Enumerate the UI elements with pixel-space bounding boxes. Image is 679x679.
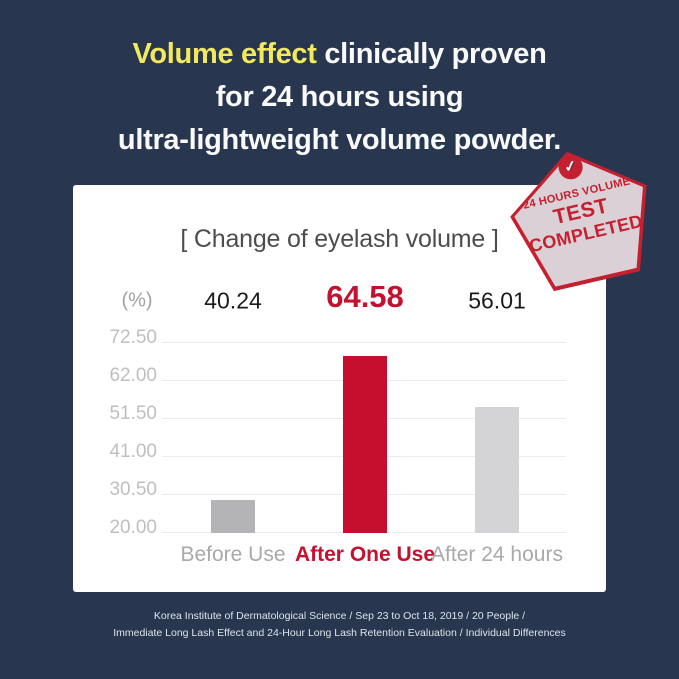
footer-disclaimer: Korea Institute of Dermatological Scienc… <box>0 608 679 642</box>
x-axis-label-before-use: Before Use <box>180 543 286 566</box>
chart-card: [ Change of eyelash volume ] (%) 72.50 62… <box>73 185 606 592</box>
bar-after-24-hours <box>475 407 519 533</box>
x-axis-label-after-24-hours: After 24 hours <box>431 543 563 566</box>
bar-after-one-use <box>343 356 387 533</box>
y-axis-unit-label: (%) <box>121 289 153 312</box>
headline-line-1: Volume effect clinically proven <box>0 33 679 76</box>
value-label-after-24-hours: 56.01 <box>468 287 526 314</box>
chart-title: [ Change of eyelash volume ] <box>180 225 499 253</box>
x-axis-label-after-one-use: After One Use <box>294 543 436 566</box>
headline-line-1-rest: clinically proven <box>316 38 547 70</box>
headline: Volume effect clinically proven for 24 h… <box>0 33 679 162</box>
y-axis-tick-label: 51.50 <box>109 403 157 424</box>
check-circle-icon: ✓ <box>556 152 586 182</box>
value-label-before-use: 40.24 <box>204 287 262 314</box>
y-axis-tick-label: 62.00 <box>109 365 157 386</box>
y-axis-tick-label: 30.50 <box>109 479 157 500</box>
bar-chart: 72.50 62.00 51.50 41.00 30.50 20.00 40.24 64.58… <box>73 185 606 592</box>
headline-highlight: Volume effect <box>132 38 317 70</box>
headline-line-2: for 24 hours using <box>215 81 464 113</box>
bar-before-use <box>211 500 255 533</box>
y-axis-tick-label: 41.00 <box>109 441 157 462</box>
value-label-after-one-use: 64.58 <box>326 279 404 314</box>
headline-line-3: ultra-lightweight volume powder. <box>117 124 562 156</box>
y-axis-tick-label: 20.00 <box>109 517 157 538</box>
gridline <box>162 342 566 343</box>
footer-line-2: Immediate Long Lash Effect and 24-Hour L… <box>113 627 566 639</box>
footer-line-1: Korea Institute of Dermatological Scienc… <box>153 610 526 622</box>
y-axis-tick-label: 72.50 <box>109 327 157 348</box>
